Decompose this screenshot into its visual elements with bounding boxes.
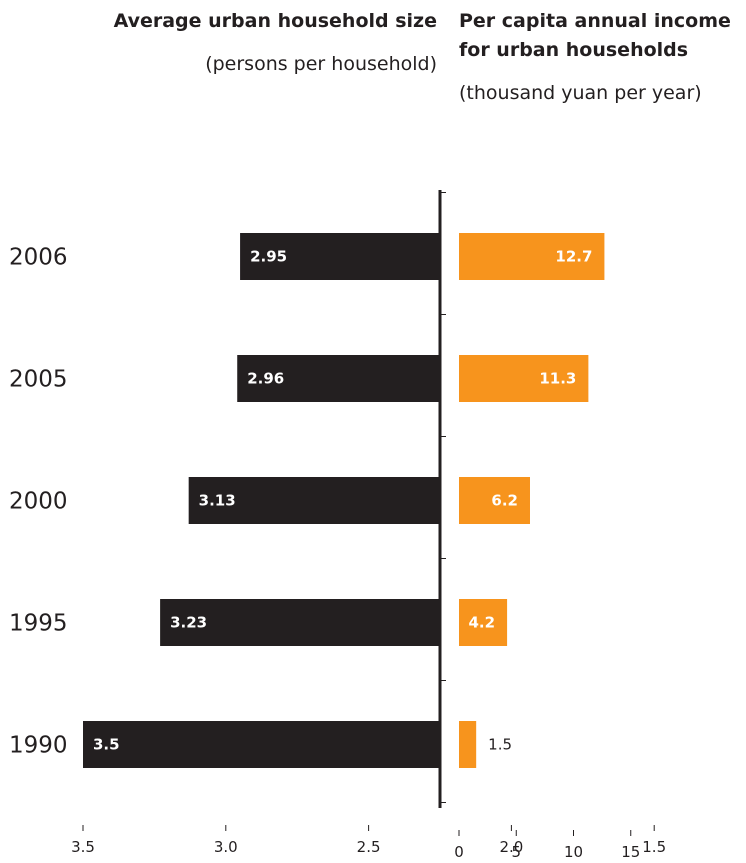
household-size-value-label: 2.95 <box>250 248 287 266</box>
income-value-label: 4.2 <box>469 614 496 632</box>
year-label: 2005 <box>9 367 68 393</box>
household-size-value-label: 2.96 <box>247 370 284 388</box>
income-value-label: 1.5 <box>488 736 512 754</box>
household-size-bar <box>237 355 441 402</box>
left-title: Average urban household size <box>114 10 437 32</box>
income-bar <box>459 599 508 646</box>
left-axis-tick-label: 1.5 <box>642 838 666 856</box>
household-size-bar <box>83 721 441 768</box>
household-size-value-label: 3.23 <box>170 614 207 632</box>
household-size-bar <box>160 599 441 646</box>
income-bar <box>459 721 477 768</box>
left-subtitle: (persons per household) <box>205 53 437 75</box>
right-title-line-1: Per capita annual income <box>459 10 731 32</box>
year-label: 2000 <box>9 489 68 515</box>
left-axis-tick-label: 3.5 <box>71 838 95 856</box>
right-axis-tick-label: 5 <box>511 843 521 861</box>
income-value-label: 12.7 <box>555 248 592 266</box>
income-value-label: 6.2 <box>491 492 518 510</box>
left-axis-tick-label: 2.5 <box>357 838 381 856</box>
year-label: 1990 <box>9 733 68 759</box>
right-subtitle: (thousand yuan per year) <box>459 82 702 104</box>
household-size-value-label: 3.5 <box>93 736 120 754</box>
household-size-bar <box>240 233 441 280</box>
income-bar <box>459 477 530 524</box>
left-axis-tick-label: 2.0 <box>499 838 523 856</box>
income-bar <box>459 233 605 280</box>
income-value-label: 11.3 <box>539 370 576 388</box>
year-label: 1995 <box>9 611 68 637</box>
household-size-bar <box>188 477 441 524</box>
left-axis-tick-label: 3.0 <box>214 838 238 856</box>
right-title-line-2: for urban households <box>459 39 688 61</box>
household-size-value-label: 3.13 <box>199 492 236 510</box>
right-axis-tick-label: 15 <box>621 843 640 861</box>
income-bar <box>459 355 589 402</box>
right-axis-tick-label: 10 <box>564 843 583 861</box>
year-label: 2006 <box>9 245 68 271</box>
right-axis-tick-label: 0 <box>454 843 464 861</box>
chart-marks: 2006 2.95 12.7 2005 2.96 11.3 2000 3.13 6.2 1995 3… <box>9 190 666 861</box>
